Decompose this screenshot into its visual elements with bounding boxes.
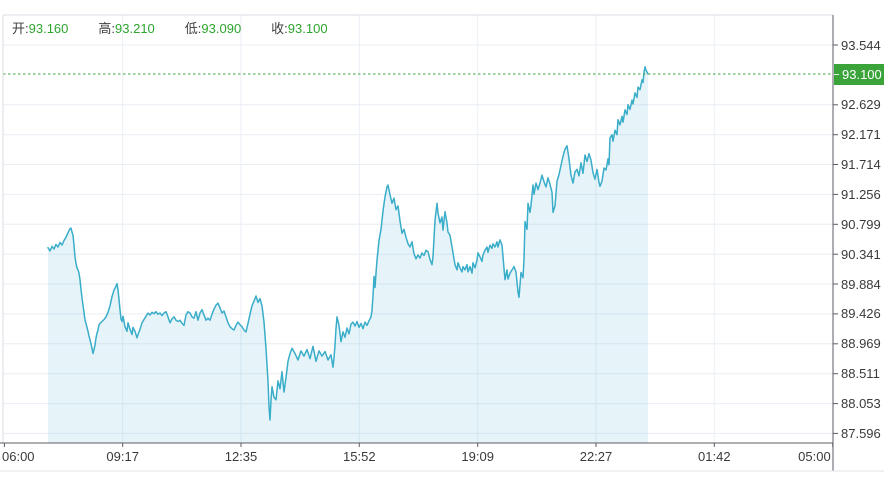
x-axis-label: 05:00 bbox=[798, 449, 831, 464]
x-axis-label: 22:27 bbox=[579, 449, 613, 464]
y-axis-label: 89.884 bbox=[841, 276, 881, 292]
axis-ticks bbox=[3, 44, 838, 447]
y-axis-label: 92.171 bbox=[841, 127, 881, 143]
y-axis-label: 88.511 bbox=[841, 366, 880, 382]
x-axis-label: 09:17 bbox=[106, 449, 139, 464]
x-axis-label: 19:09 bbox=[461, 449, 494, 464]
y-axis-label: 92.629 bbox=[841, 97, 881, 113]
y-axis-label: 88.969 bbox=[841, 336, 881, 352]
y-axis-label: 93.544 bbox=[841, 37, 881, 53]
ohlc-open-label: 开: bbox=[12, 21, 29, 36]
current-price-tag: 93.100 bbox=[834, 63, 884, 85]
price-area-fill bbox=[48, 66, 648, 444]
ohlc-open: 开:93.160 bbox=[12, 21, 68, 37]
ohlc-legend: 开:93.160 高:93.210 低:93.090 收:93.100 bbox=[12, 21, 328, 37]
ohlc-high-label: 高: bbox=[98, 21, 116, 36]
y-axis-label: 90.341 bbox=[841, 246, 881, 262]
y-axis-label: 91.714 bbox=[841, 157, 881, 172]
current-price-value: 93.100 bbox=[842, 66, 882, 82]
ohlc-high: 高:93.210 bbox=[98, 21, 154, 37]
price-line bbox=[47, 66, 649, 421]
y-axis-label: 87.596 bbox=[841, 425, 881, 441]
ohlc-close: 收:93.100 bbox=[271, 21, 327, 37]
ohlc-low: 低:93.090 bbox=[185, 21, 241, 37]
ohlc-low-label: 低: bbox=[184, 21, 202, 36]
price-tag-tick bbox=[834, 73, 839, 75]
ohlc-close-label: 收: bbox=[271, 21, 288, 36]
ohlc-open-value: 93.160 bbox=[28, 21, 69, 36]
y-axis-label: 90.799 bbox=[841, 216, 881, 232]
y-axis-label: 89.426 bbox=[841, 306, 881, 322]
y-axis-label: 91.256 bbox=[841, 186, 881, 202]
x-axis-label: 15:52 bbox=[343, 449, 376, 464]
x-axis-label: 01:42 bbox=[698, 449, 731, 464]
ohlc-high-value: 93.210 bbox=[115, 21, 155, 36]
axes bbox=[0, 14, 884, 472]
x-axis-label: 06:00 bbox=[2, 449, 35, 464]
y-axis-label: 88.053 bbox=[841, 396, 881, 412]
ohlc-low-value: 93.090 bbox=[201, 21, 242, 36]
x-axis-label: 12:35 bbox=[224, 449, 258, 464]
ohlc-close-value: 93.100 bbox=[287, 21, 328, 36]
